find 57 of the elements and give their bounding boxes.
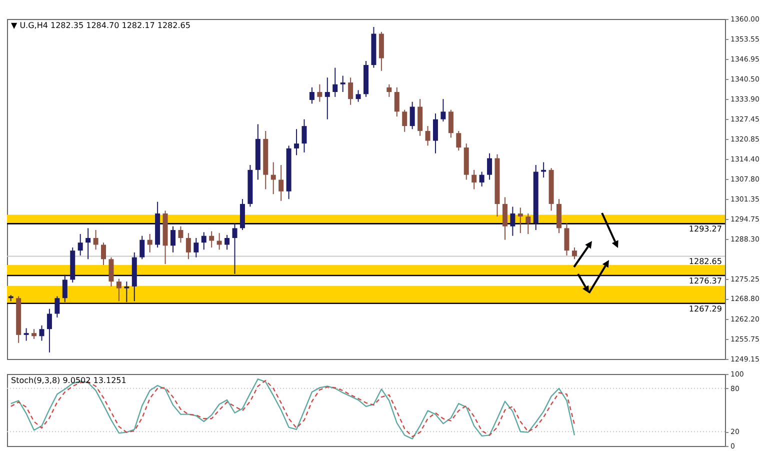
candlestick: [170, 226, 176, 253]
candlestick: [116, 278, 122, 302]
candlestick: [39, 324, 44, 342]
candlestick: [93, 230, 98, 250]
candlestick: [410, 101, 415, 130]
candlestick: [425, 126, 430, 146]
candlestick: [124, 281, 130, 303]
candlestick: [186, 232, 191, 260]
candlestick: [108, 256, 114, 287]
candlestick: [386, 84, 392, 98]
candlestick: [324, 77, 330, 120]
candlestick: [432, 112, 438, 154]
candlestick: [356, 90, 361, 102]
candlestick: [472, 169, 477, 190]
ref-line-label: 1276.37: [688, 276, 722, 286]
candlestick: [487, 152, 492, 180]
candlestick: [46, 308, 52, 353]
candlestick: [332, 67, 338, 98]
candlestick: [294, 128, 300, 156]
candlestick: [526, 212, 531, 235]
candlestick: [309, 86, 314, 104]
candlestick: [78, 234, 83, 256]
candlestick: [270, 162, 276, 195]
candlestick: [564, 222, 570, 256]
ref-line-label: 1282.65: [688, 257, 722, 266]
candlestick: [62, 274, 68, 303]
candlestick: [147, 234, 152, 253]
candlestick: [178, 226, 184, 244]
ref-line-label: 1267.29: [688, 304, 722, 314]
candlestick: [518, 207, 523, 234]
candlestick: [194, 238, 199, 258]
candlestick: [24, 328, 29, 342]
candlestick: [86, 228, 91, 260]
candlestick: [140, 235, 145, 260]
candlestick: [317, 84, 322, 102]
candlestick: [302, 118, 307, 153]
candlestick: [456, 130, 462, 152]
candlestick: [101, 242, 106, 266]
ref-line-label: 1293.27: [688, 224, 722, 234]
candlestick: [572, 247, 577, 260]
candlestick: [54, 296, 60, 318]
candlestick: [502, 196, 508, 240]
candlestick: [479, 171, 484, 187]
candlestick: [348, 77, 354, 106]
chart-title: ▼ U.G,H4 1282.35 1284.70 1282.17 1282.65: [11, 21, 190, 30]
candlestick: [209, 230, 214, 248]
candlestick: [448, 109, 454, 138]
candlestick: [440, 98, 446, 122]
candlestick: [402, 109, 408, 132]
candlestick: [510, 206, 516, 236]
candlestick: [394, 86, 400, 118]
candlestick: [201, 232, 206, 250]
candlestick: [224, 234, 230, 250]
candlestick: [278, 164, 284, 202]
candlestick: [232, 222, 238, 274]
candlestick: [32, 328, 37, 340]
candlestick: [340, 75, 346, 92]
